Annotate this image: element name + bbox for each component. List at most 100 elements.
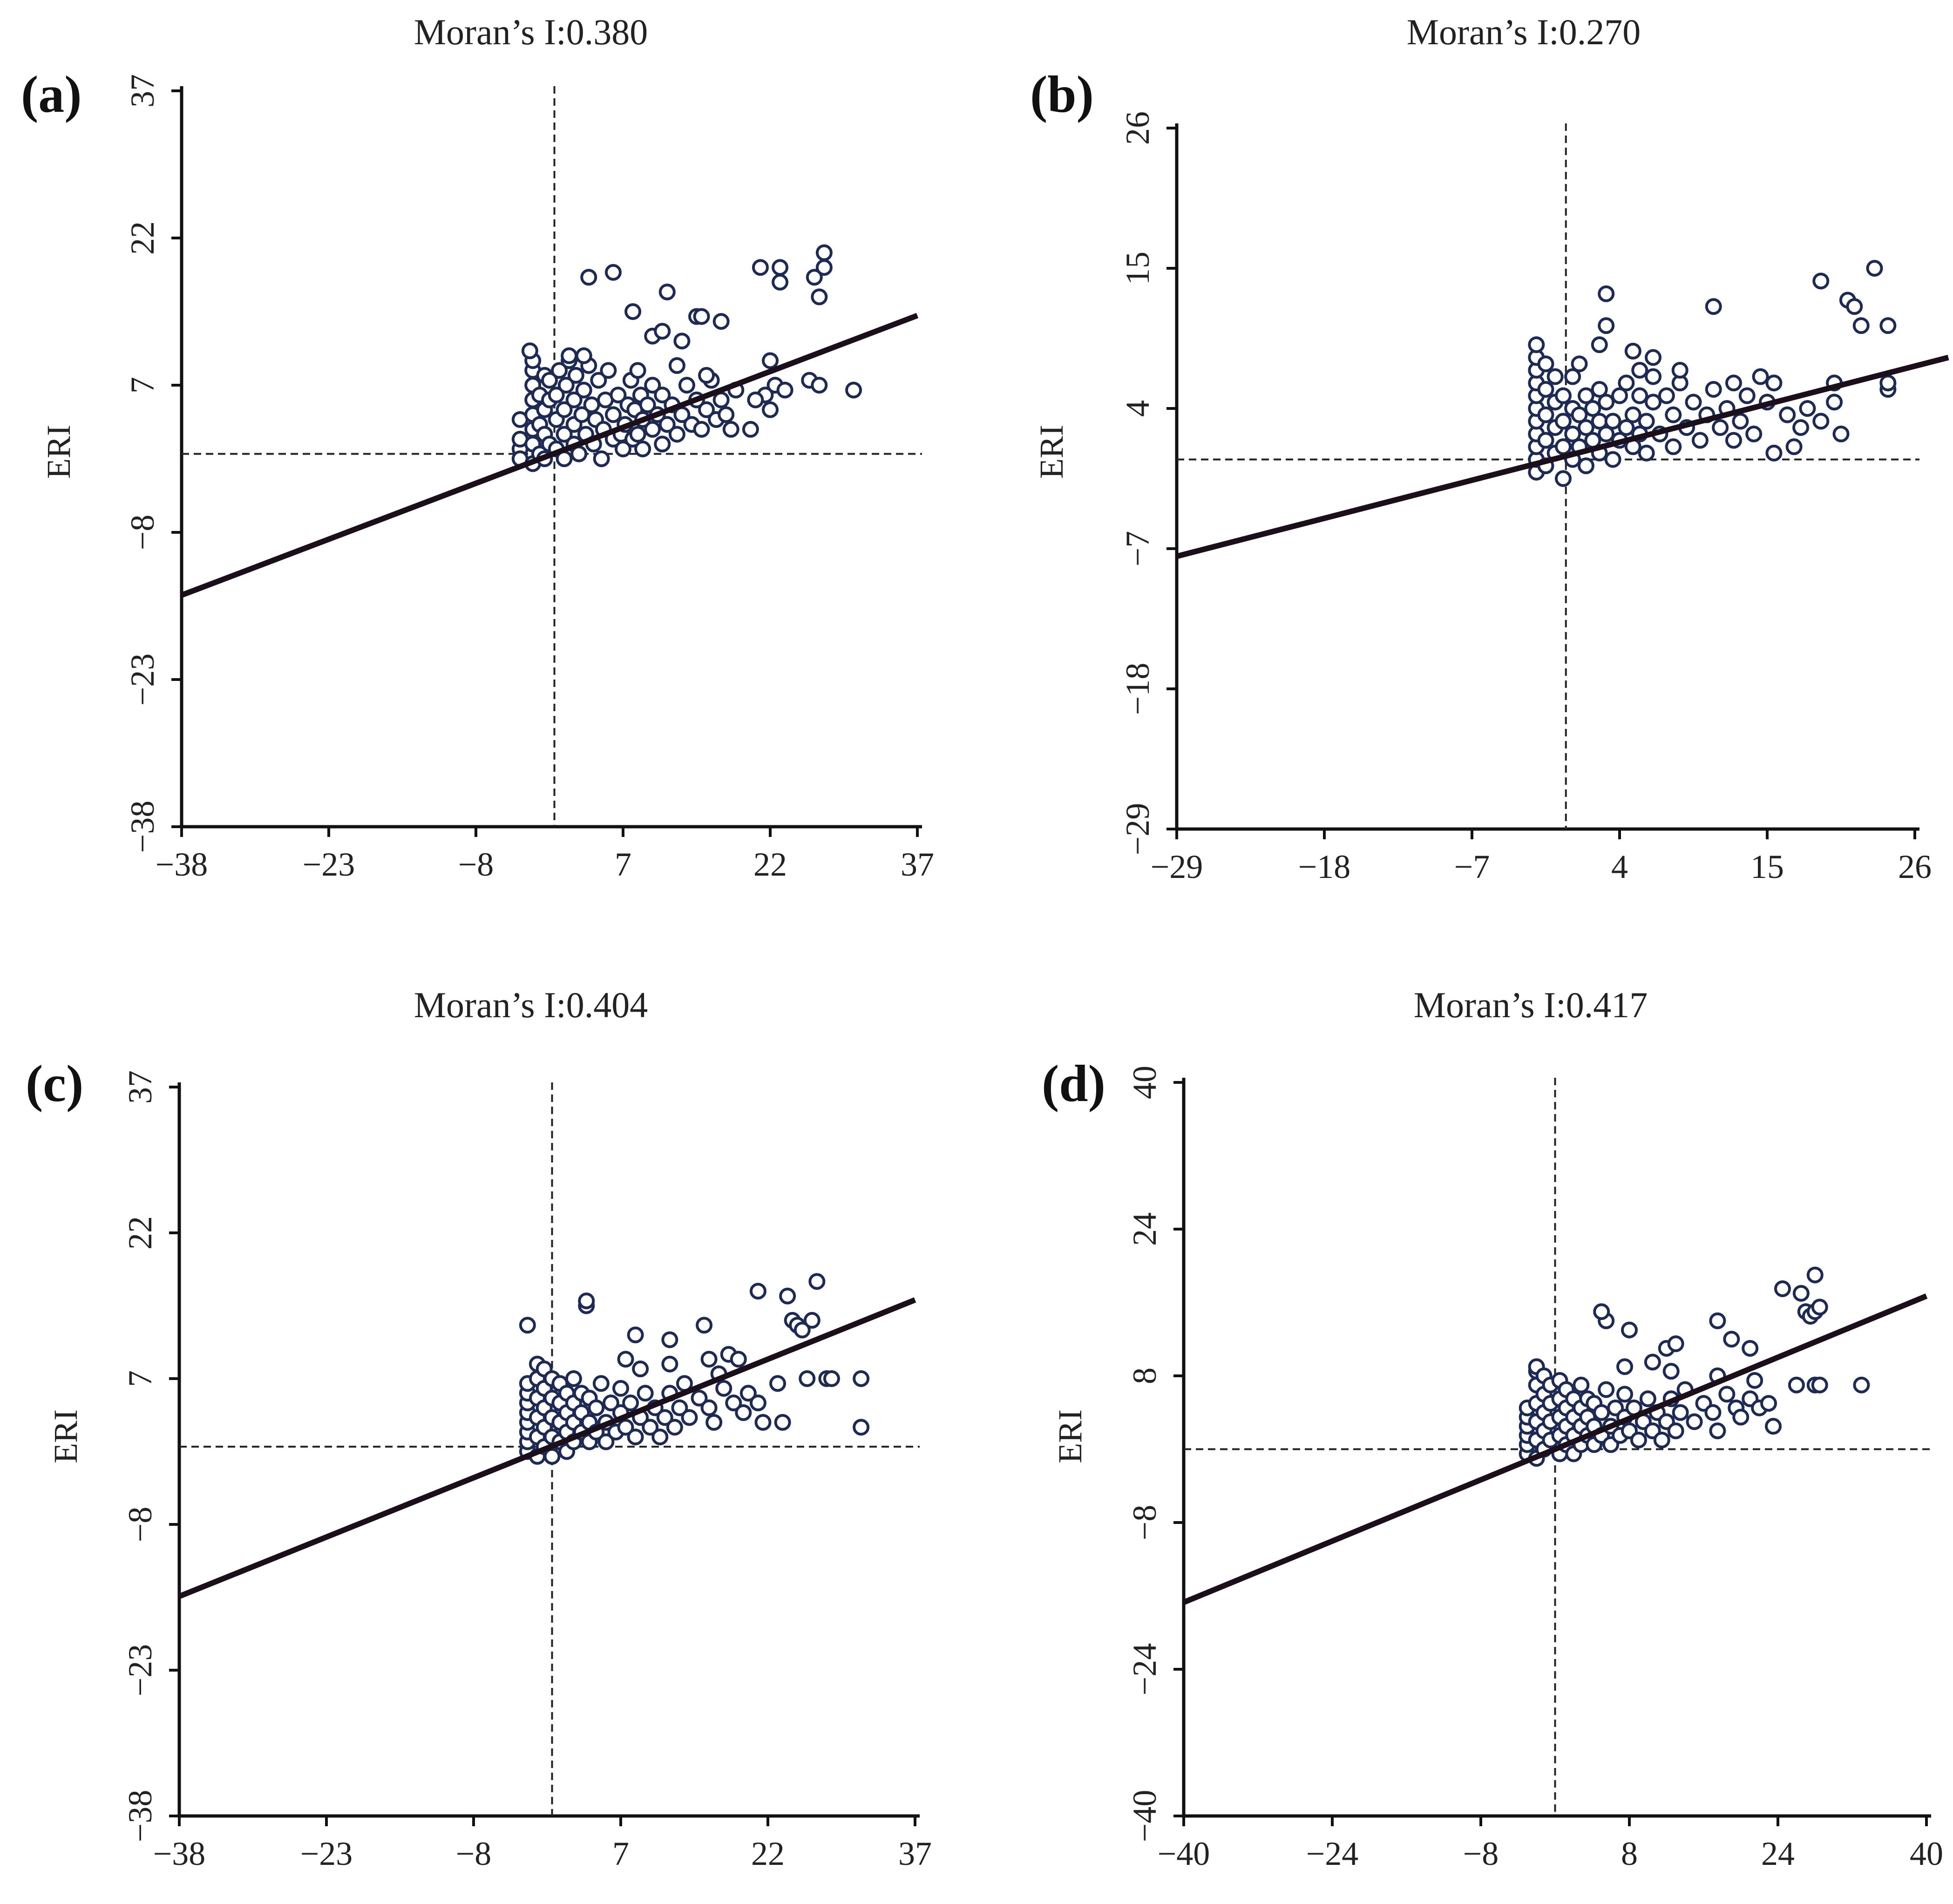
- data-point: [739, 1385, 757, 1402]
- data-point: [548, 387, 565, 404]
- data-point: [1618, 419, 1635, 436]
- data-point: [600, 362, 617, 379]
- data-point: [1631, 361, 1648, 379]
- data-point: [1760, 1395, 1777, 1412]
- data-point: [811, 288, 828, 306]
- data-point: [1705, 298, 1722, 315]
- data-point: [678, 377, 695, 394]
- y-axis-title: ERI: [40, 425, 77, 479]
- regression-line: [180, 313, 919, 598]
- data-point: [580, 269, 597, 286]
- data-point: [693, 421, 710, 438]
- chart-title: Moran’s I:0.270: [1407, 12, 1641, 52]
- data-point: [681, 1409, 698, 1426]
- data-point: [1611, 387, 1628, 404]
- data-point: [1785, 438, 1803, 456]
- data-point: [612, 1380, 629, 1397]
- data-point: [730, 1351, 747, 1368]
- data-point: [617, 1419, 634, 1436]
- data-point: [1691, 432, 1709, 449]
- panel-a: −38 −23 −8 7 22 37 −38 −23 −8 7 22 37 Moran’s I:0.3…: [0, 0, 976, 952]
- data-point: [639, 396, 656, 414]
- x-tick-label: 7: [612, 1835, 629, 1872]
- data-point: [735, 1404, 752, 1421]
- data-point: [722, 421, 739, 438]
- data-point: [593, 450, 610, 467]
- x-tick-label: −38: [153, 1835, 206, 1872]
- y-tick-label: −8: [1126, 1505, 1163, 1541]
- data-point: [815, 244, 833, 261]
- panel-c: −38 −23 −8 7 22 37 −38 −23 −8 7 22 37 Moran’s I:0.4…: [0, 952, 976, 1904]
- data-point: [624, 303, 642, 320]
- y-tick-label: −40: [1126, 1790, 1163, 1843]
- y-tick-label: 22: [122, 1216, 159, 1250]
- data-point: [1630, 1431, 1647, 1448]
- data-point: [696, 1317, 713, 1334]
- y-tick-label: −7: [1119, 531, 1156, 567]
- data-point: [815, 259, 833, 276]
- data-point: [1811, 1376, 1828, 1394]
- data-point: [1573, 1376, 1590, 1394]
- x-tick-label: −7: [1454, 848, 1490, 885]
- data-point: [1672, 1404, 1689, 1421]
- data-point: [1853, 1376, 1870, 1394]
- data-point: [1577, 387, 1594, 404]
- y-axis-title: ERI: [1033, 425, 1070, 479]
- x-tick-label: 26: [1898, 848, 1932, 885]
- data-point: [1709, 1312, 1726, 1329]
- data-point: [1788, 1376, 1805, 1394]
- panel-b: −29 −18 −7 4 15 26 −29 −18 −7 4 15 26 Moran’s I:0.2…: [976, 0, 1953, 952]
- data-point: [1624, 342, 1641, 360]
- panel-label: (b): [1030, 66, 1094, 123]
- data-point: [1866, 260, 1883, 277]
- data-point: [749, 1394, 766, 1412]
- data-point: [597, 1433, 615, 1450]
- data-point: [604, 264, 622, 281]
- data-point: [742, 421, 759, 438]
- data-point: [1779, 406, 1796, 423]
- data-point: [519, 1317, 536, 1334]
- data-point: [541, 372, 558, 389]
- chart-title: Moran’s I:0.380: [414, 12, 648, 52]
- x-tick-label: 8: [1621, 1835, 1638, 1872]
- y-tick-label: 26: [1119, 111, 1156, 145]
- x-tick-label: 4: [1611, 848, 1628, 885]
- data-point: [1812, 272, 1830, 290]
- data-point: [651, 1428, 669, 1446]
- data-point: [1765, 1418, 1782, 1435]
- data-point: [634, 440, 651, 457]
- data-point: [1879, 317, 1897, 334]
- data-point: [656, 1409, 673, 1426]
- data-point: [1604, 451, 1621, 468]
- data-point: [725, 1394, 742, 1412]
- x-tick-label: −23: [300, 1835, 353, 1872]
- x-tick-label: 37: [898, 1835, 932, 1872]
- data-point: [1604, 413, 1621, 430]
- data-point: [845, 381, 862, 399]
- data-point: [627, 1428, 644, 1446]
- data-point: [1554, 438, 1572, 456]
- panel-label: (a): [21, 66, 82, 123]
- chart-b: −29 −18 −7 4 15 26 −29 −18 −7 4 15 26 Moran’s I:0.2…: [1030, 12, 1949, 885]
- data-point: [1571, 355, 1588, 373]
- data-point: [1742, 1340, 1759, 1357]
- y-tick-label: −18: [1119, 663, 1156, 715]
- x-tick-label: 7: [615, 846, 631, 883]
- data-point: [691, 1389, 708, 1407]
- data-point: [793, 1321, 811, 1339]
- data-point: [752, 259, 769, 276]
- data-point: [617, 1351, 634, 1368]
- y-tick-label: −38: [124, 801, 161, 853]
- data-point: [557, 377, 575, 394]
- data-point: [1723, 1331, 1740, 1348]
- data-point: [1826, 394, 1843, 411]
- chart-d: −40 −24 −8 8 24 40 −40 −24 −8 8 24 40 Moran’s I:0.4…: [1042, 985, 1943, 1872]
- data-point: [762, 401, 779, 418]
- data-point: [1738, 387, 1756, 404]
- data-point: [715, 1380, 732, 1397]
- data-point: [1667, 1422, 1684, 1440]
- y-tick-label: −8: [122, 1507, 159, 1543]
- data-point: [1593, 1303, 1610, 1320]
- data-point: [698, 367, 715, 384]
